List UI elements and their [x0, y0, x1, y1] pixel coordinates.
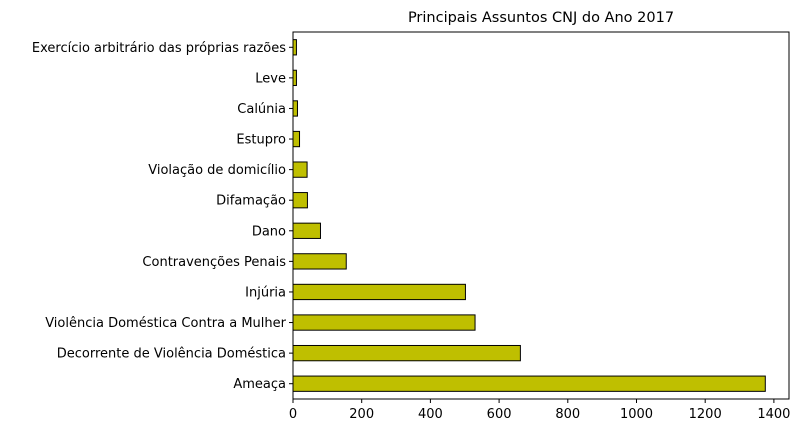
category-label-2: Violência Doméstica Contra a Mulher: [45, 316, 286, 331]
bar-2: [292, 314, 476, 331]
category-label-9: Calúnia: [237, 102, 286, 117]
bar-10: [292, 69, 297, 87]
bar-6: [292, 192, 308, 209]
category-label-6: Difamação: [216, 194, 286, 209]
bar-4: [292, 253, 347, 270]
chart-title: Principais Assuntos CNJ do Ano 2017: [408, 10, 674, 26]
x-tick-label-2: 400: [418, 407, 443, 422]
category-label-0: Ameaça: [233, 377, 286, 392]
bar-0: [292, 375, 766, 392]
bar-3: [292, 283, 466, 301]
category-label-7: Violação de domicílio: [148, 163, 286, 178]
category-label-8: Estupro: [236, 133, 286, 148]
category-label-5: Dano: [252, 224, 286, 239]
bar-9: [292, 100, 298, 117]
bar-8: [292, 130, 301, 148]
x-tick-label-4: 800: [555, 407, 580, 422]
bars: [292, 39, 766, 392]
x-tick-label-1: 200: [349, 407, 374, 422]
plot-frame: [292, 31, 790, 400]
x-axis: 0 200 400 600 800 1000 1200 1400: [289, 399, 790, 422]
bar-1: [292, 344, 521, 362]
x-tick-label-7: 1400: [757, 407, 790, 422]
category-label-4: Contravenções Penais: [142, 255, 286, 270]
category-label-3: Injúria: [245, 285, 286, 300]
category-label-11: Exercício arbitrário das próprias razões: [32, 41, 286, 56]
category-label-1: Decorrente de Violência Doméstica: [57, 347, 286, 362]
x-tick-label-6: 1200: [689, 407, 722, 422]
category-label-10: Leve: [255, 71, 286, 86]
x-tick-label-5: 1000: [620, 407, 653, 422]
x-tick-label-3: 600: [487, 407, 512, 422]
bar-11: [292, 39, 297, 56]
y-axis: Ameaça Decorrente de Violência Doméstica V…: [32, 41, 293, 392]
x-tick-label-0: 0: [289, 407, 297, 422]
bar-7: [292, 161, 308, 178]
bar-5: [292, 222, 321, 239]
